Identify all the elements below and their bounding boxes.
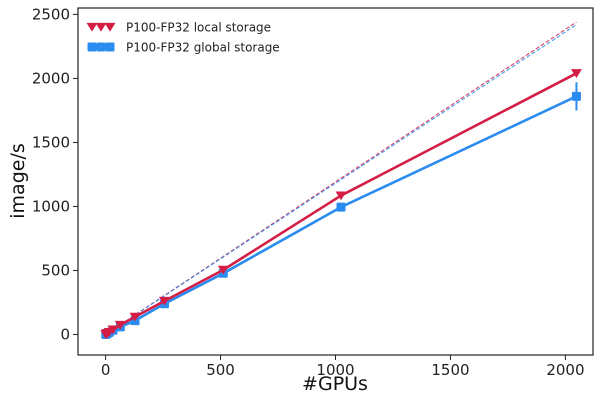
y-tick-label-2: 1000 xyxy=(32,197,70,215)
y-tick-label-0: 0 xyxy=(60,326,70,344)
series-1 xyxy=(101,82,581,339)
data-point-1-10 xyxy=(336,202,346,212)
ideal-scaling-lines xyxy=(105,21,577,335)
y-tick-label-3: 1500 xyxy=(32,133,70,151)
data-point-0-10 xyxy=(335,191,347,201)
data-point-1-11 xyxy=(571,91,581,101)
data-series xyxy=(100,69,582,340)
legend-marker-0-1 xyxy=(95,22,107,32)
data-point-0-11 xyxy=(570,69,582,78)
y-axis: 0 500 1000 1500 2000 2500 xyxy=(32,5,78,344)
data-point-0-8 xyxy=(158,296,170,306)
legend-label-0: P100-FP32 local storage xyxy=(126,21,271,35)
y-tick-label-4: 2000 xyxy=(32,69,70,87)
x-tick-label-4: 2000 xyxy=(546,361,584,379)
legend: P100-FP32 local storage P100-FP32 global … xyxy=(86,21,280,55)
legend-marker-1-1 xyxy=(96,42,106,52)
x-tick-label-3: 1500 xyxy=(431,361,469,379)
series-line-1 xyxy=(104,95,577,336)
data-point-0-7 xyxy=(129,312,141,322)
x-tick-label-0: 0 xyxy=(101,361,111,379)
data-point-0-6 xyxy=(114,320,126,330)
x-tick-label-2: 1000 xyxy=(316,361,354,379)
x-tick-label-1: 500 xyxy=(206,361,235,379)
plot-frame xyxy=(77,7,594,356)
legend-marker-0-0 xyxy=(86,22,98,32)
legend-label-1: P100-FP32 global storage xyxy=(126,41,280,55)
legend-marker-0-2 xyxy=(104,22,116,32)
series-0 xyxy=(100,69,582,340)
y-tick-label-1: 500 xyxy=(41,261,70,279)
y-axis-title: image/s xyxy=(7,143,29,218)
legend-marker-1-2 xyxy=(105,42,115,52)
data-point-0-9 xyxy=(217,265,229,275)
data-point-0-5 xyxy=(107,325,119,335)
ideal-line-1 xyxy=(105,24,577,335)
y-tick-label-5: 2500 xyxy=(32,5,70,23)
legend-marker-1-0 xyxy=(87,42,97,52)
x-axis: 0 500 1000 1500 2000 xyxy=(101,355,585,379)
ideal-line-0 xyxy=(105,21,577,335)
x-axis-title: #GPUs xyxy=(302,373,368,395)
